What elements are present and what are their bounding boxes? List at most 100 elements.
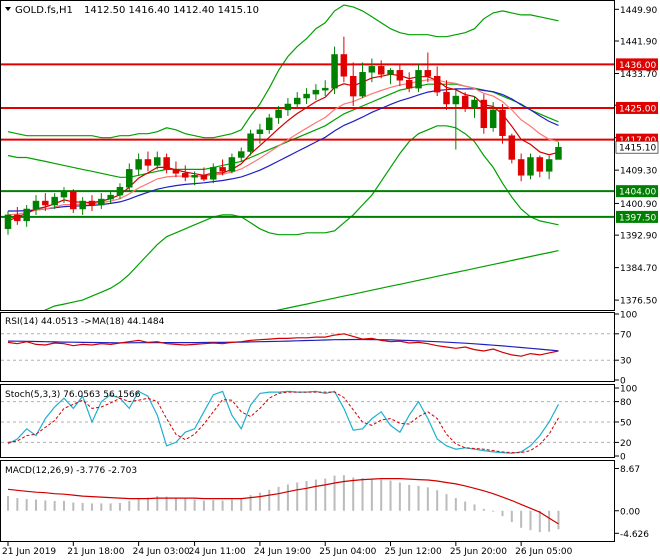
candle bbox=[200, 167, 208, 182]
stoch-axis-tick-label: 0 bbox=[620, 453, 626, 463]
candle bbox=[163, 153, 170, 174]
candle-body bbox=[517, 159, 525, 176]
stoch-main-line bbox=[7, 390, 560, 454]
candle bbox=[368, 58, 376, 83]
candle-body bbox=[256, 129, 264, 134]
level-label-1: 1425.00 bbox=[619, 104, 656, 114]
candle bbox=[154, 151, 161, 170]
candle-body bbox=[4, 214, 12, 230]
candle bbox=[182, 165, 189, 182]
candle bbox=[256, 123, 264, 144]
time-axis-label: 25 Jun 04:00 bbox=[319, 547, 376, 557]
candle-body bbox=[443, 91, 450, 105]
candle bbox=[415, 64, 422, 93]
candle-body bbox=[14, 214, 21, 222]
candle bbox=[303, 88, 310, 104]
candle bbox=[321, 80, 329, 97]
candle bbox=[116, 183, 124, 200]
candle-body bbox=[70, 190, 77, 210]
candle-body bbox=[471, 99, 478, 109]
rsi-axis-tick-label: 30 bbox=[620, 357, 632, 367]
candle-body bbox=[555, 146, 562, 160]
candle-body bbox=[200, 175, 208, 180]
candle bbox=[14, 207, 21, 225]
stoch-axis-tick-label: 100 bbox=[620, 385, 637, 395]
price-axis-tick-label: 1433.70 bbox=[620, 70, 657, 80]
time-axis-label: 21 Jun 18:00 bbox=[67, 547, 124, 557]
candle-body bbox=[489, 109, 497, 129]
price-plot-area bbox=[1, 4, 614, 310]
candle-body bbox=[284, 103, 292, 111]
rsi-axis-tick-label: 0 bbox=[620, 377, 626, 387]
candle bbox=[219, 159, 226, 176]
candle-body bbox=[331, 54, 338, 89]
candle-body bbox=[126, 169, 133, 188]
candle-body bbox=[23, 208, 30, 222]
candle bbox=[293, 92, 301, 108]
candle bbox=[191, 171, 198, 186]
candle bbox=[238, 147, 245, 162]
candle-body bbox=[293, 97, 301, 105]
candle-body bbox=[135, 159, 142, 170]
chart-ohlc: 1412.50 1416.40 1412.40 1415.10 bbox=[84, 5, 259, 16]
price-axis-tick-label: 1409.30 bbox=[620, 167, 657, 177]
candle-body bbox=[238, 151, 245, 158]
candle-body bbox=[480, 99, 488, 129]
candle-body bbox=[42, 200, 49, 206]
candle bbox=[555, 142, 562, 160]
candle bbox=[480, 94, 488, 134]
macd-title: MACD(12,26,9) -3.776 -2.703 bbox=[5, 466, 137, 476]
price-axis-tick-label: 1376.50 bbox=[620, 297, 657, 307]
candle-body bbox=[321, 87, 329, 91]
candle-body bbox=[247, 133, 254, 152]
macd-axis-tick-label: -4.626 bbox=[620, 530, 649, 540]
candle bbox=[79, 197, 86, 215]
candle bbox=[452, 90, 460, 150]
price-axis-tick-label: 1400.90 bbox=[620, 200, 657, 210]
candle bbox=[23, 205, 30, 227]
candle bbox=[387, 68, 394, 85]
candle bbox=[471, 96, 478, 118]
candle bbox=[312, 84, 320, 101]
candle-body bbox=[191, 175, 198, 178]
level-label-box-4 bbox=[616, 210, 658, 223]
candle-body bbox=[144, 159, 152, 166]
rsi-title: RSI(14) 44.0513 ->MA(18) 44.1484 bbox=[5, 317, 165, 327]
candle-body bbox=[415, 70, 422, 89]
candle bbox=[60, 187, 68, 204]
candle-body bbox=[172, 169, 180, 174]
candle bbox=[107, 191, 114, 204]
candle bbox=[405, 72, 413, 93]
candle-body bbox=[368, 66, 376, 73]
candle-body bbox=[433, 76, 441, 93]
candle bbox=[275, 105, 282, 124]
symbol-dropdown-icon[interactable] bbox=[5, 7, 11, 11]
macd-panel: 8.67 0.00 -4.626 bbox=[7, 465, 649, 540]
candle-body bbox=[377, 66, 385, 75]
candle bbox=[32, 195, 40, 215]
level-label-4: 1397.50 bbox=[619, 213, 656, 223]
stoch-panel: 100 80 50 20 0 bbox=[1, 385, 637, 463]
macd-axis-tick-label: 8.67 bbox=[620, 465, 640, 475]
candle bbox=[340, 36, 348, 83]
candle-body bbox=[98, 198, 105, 206]
bollinger-lower-line bbox=[43, 125, 559, 310]
candle bbox=[508, 133, 516, 164]
current-price-box bbox=[615, 140, 659, 154]
chart-symbol: GOLD.fs,H1 bbox=[15, 5, 73, 16]
candle-body bbox=[275, 109, 282, 119]
macd-signal-line bbox=[7, 478, 559, 525]
candle bbox=[247, 129, 254, 156]
level-label-box-0 bbox=[616, 58, 658, 71]
candle bbox=[98, 193, 105, 209]
candle bbox=[265, 113, 273, 134]
candle bbox=[70, 189, 77, 213]
candle-body bbox=[452, 95, 460, 105]
candle bbox=[461, 92, 469, 112]
candle-body bbox=[107, 194, 114, 200]
rsi-axis-tick-label: 100 bbox=[620, 311, 637, 321]
candle-body bbox=[154, 157, 161, 166]
candle-body bbox=[527, 157, 534, 176]
candle bbox=[536, 155, 544, 178]
